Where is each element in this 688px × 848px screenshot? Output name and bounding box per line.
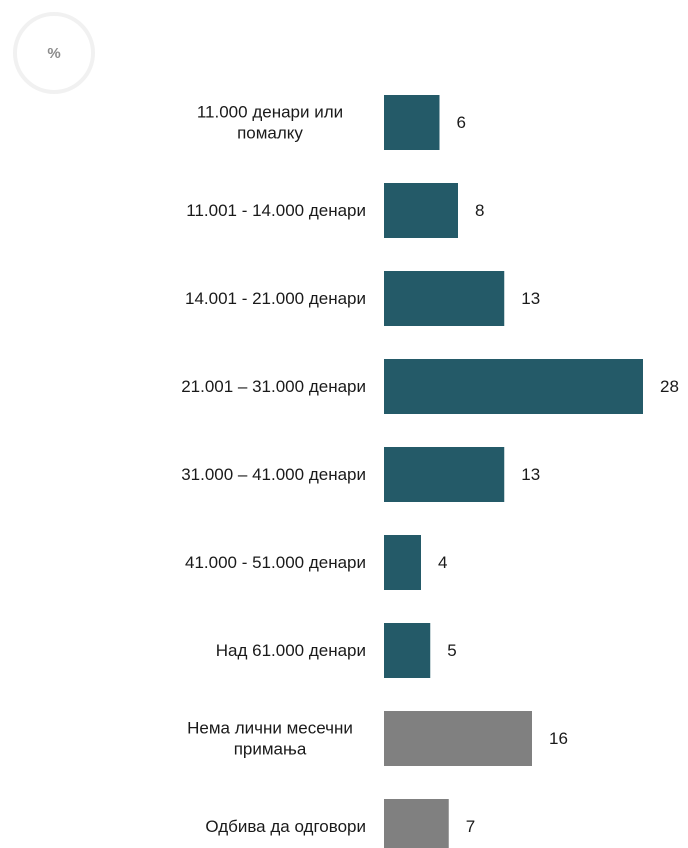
value-label-1: 8 <box>475 201 484 220</box>
value-label-0: 6 <box>457 113 466 132</box>
bar-1 <box>384 183 458 238</box>
category-label-1: 11.001 - 14.000 денари <box>186 201 366 220</box>
category-label-0: 11.000 денари или помалку <box>197 103 343 143</box>
value-label-3: 28 <box>660 377 679 396</box>
percent-badge: % <box>13 12 95 94</box>
category-label-7: Нема лични месечни примања <box>187 719 353 759</box>
bar-8 <box>384 799 449 848</box>
category-label-2: 14.001 - 21.000 денари <box>185 289 366 308</box>
bar-4 <box>384 447 505 502</box>
bar-5 <box>384 535 421 590</box>
bar-0 <box>384 95 440 150</box>
bar-3 <box>384 359 643 414</box>
category-label-5: 41.000 - 51.000 денари <box>185 553 366 572</box>
value-label-2: 13 <box>521 289 540 308</box>
category-label-6: Над 61.000 денари <box>216 641 366 660</box>
bar-7 <box>384 711 532 766</box>
value-label-4: 13 <box>521 465 540 484</box>
value-label-7: 16 <box>549 729 568 748</box>
value-label-6: 5 <box>447 641 456 660</box>
category-label-3: 21.001 – 31.000 денари <box>181 377 366 396</box>
bar-6 <box>384 623 431 678</box>
category-label-4: 31.000 – 41.000 денари <box>181 465 366 484</box>
category-label-8: Одбива да одговори <box>205 817 366 836</box>
value-label-5: 4 <box>438 553 447 572</box>
value-label-8: 7 <box>466 817 475 836</box>
bar-2 <box>384 271 505 326</box>
